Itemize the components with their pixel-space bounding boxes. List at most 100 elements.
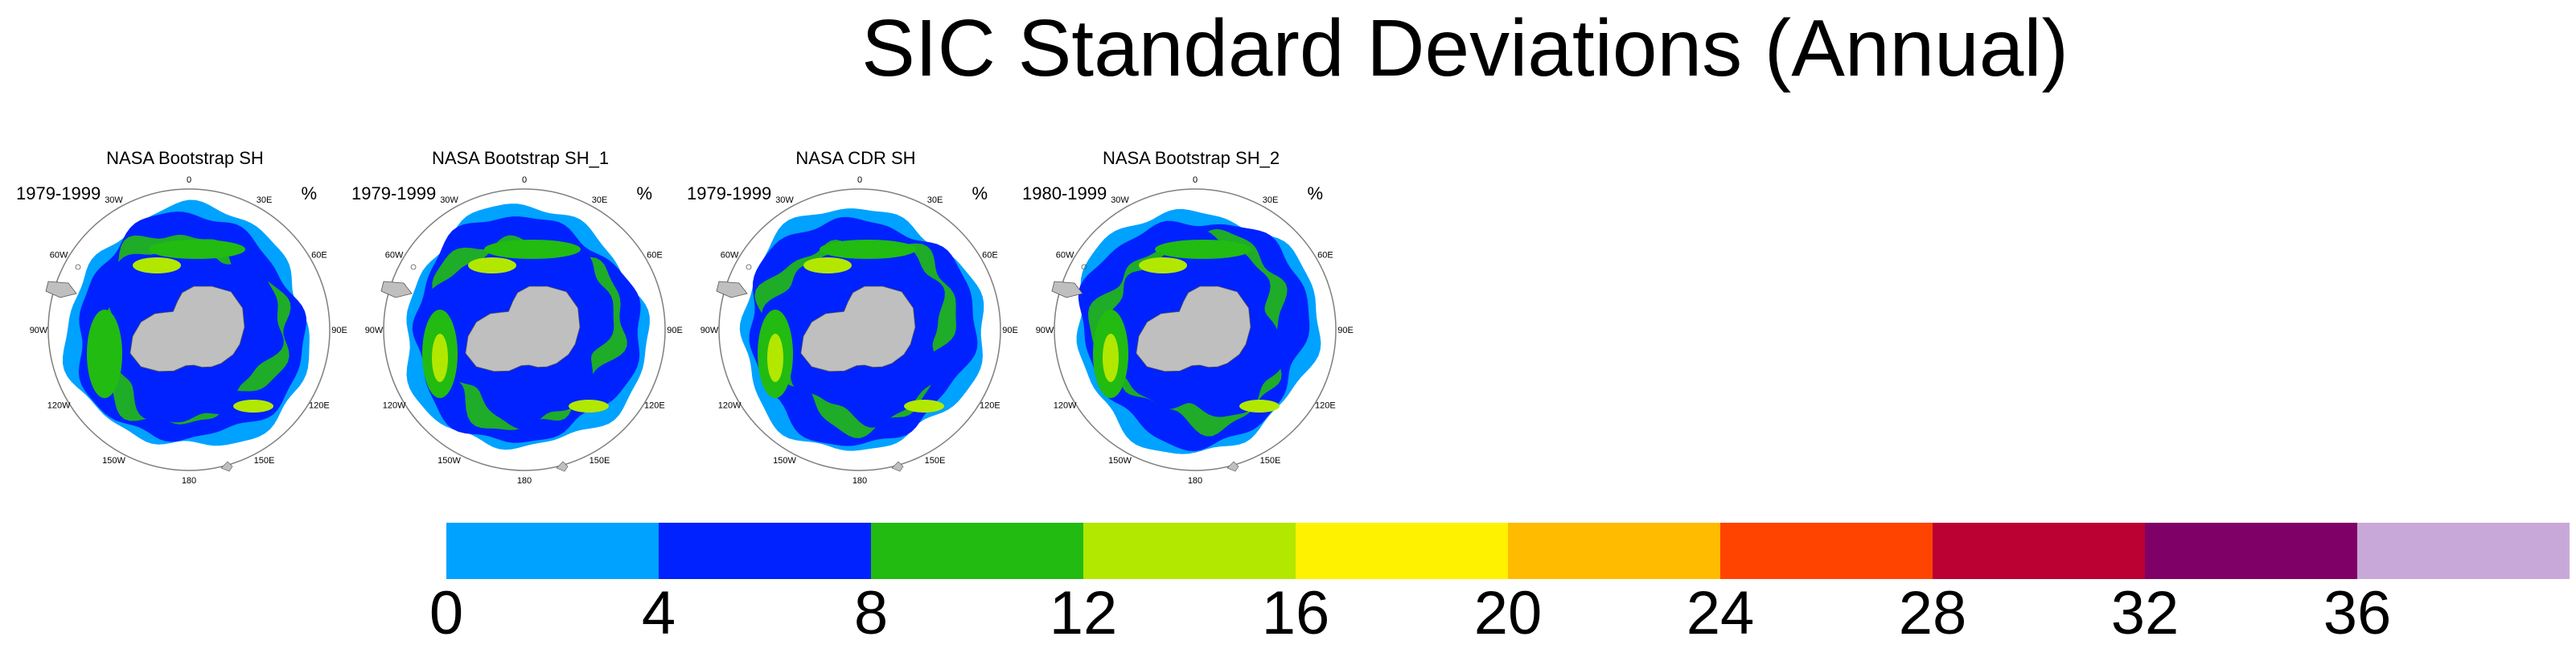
new-zealand-landmass [1226, 461, 1239, 472]
sic-patch-12-16 [97, 334, 113, 382]
longitude-label: 90E [1002, 326, 1018, 335]
longitude-label: 60E [1317, 251, 1333, 261]
longitude-label: 30E [257, 195, 273, 205]
colorbar-bin-32-36 [2145, 523, 2358, 579]
longitude-label: 60W [721, 251, 739, 261]
longitude-label: 90E [1337, 326, 1354, 335]
colorbar-tick-label: 24 [1686, 579, 1755, 647]
panel-unit: % [301, 183, 317, 203]
polar-map: 0 30E 60E 90E 120E 150E 180 150W 120W 90W 60W 30W [365, 175, 683, 486]
sic-patch-12-16 [1103, 334, 1119, 382]
longitude-label: 120E [644, 401, 665, 411]
map-panel: NASA Bootstrap SH_1 1979-1999% 0 30E 60E 90E 1… [351, 145, 689, 491]
colorbar-bin-4-8 [659, 523, 872, 579]
sic-patch-12-16 [1239, 400, 1280, 413]
antarctica-landmass [465, 285, 581, 372]
longitude-label: 0 [857, 175, 862, 185]
longitude-label: 120E [980, 401, 1000, 411]
longitude-label: 150W [438, 456, 461, 466]
colorbar-tick-label: 36 [2323, 579, 2392, 647]
longitude-label: 150E [590, 456, 610, 466]
longitude-label: 180 [517, 476, 532, 486]
longitude-label: 60E [982, 251, 998, 261]
panel-unit: % [636, 183, 652, 203]
polar-map: 0 30E 60E 90E 120E 150E 180 150W 120W 90W 60W 30W [30, 175, 347, 486]
longitude-label: 120E [1315, 401, 1336, 411]
longitude-label: 60W [1056, 251, 1074, 261]
longitude-label: 60E [311, 251, 327, 261]
longitude-label: 120W [383, 401, 406, 411]
new-zealand-landmass [891, 461, 904, 472]
panel-title: NASA CDR SH [795, 148, 916, 168]
new-zealand-landmass [556, 461, 569, 472]
longitude-label: 150W [1108, 456, 1132, 466]
colorbar-bin-20-24 [1508, 523, 1721, 579]
longitude-label: 0 [522, 175, 527, 185]
chart-title: SIC Standard Deviations (Annual) [861, 3, 2069, 93]
sic-patch-12-16 [1139, 257, 1187, 273]
longitude-label: 90W [700, 326, 719, 335]
longitude-label: 0 [1193, 175, 1198, 185]
longitude-label: 90E [331, 326, 347, 335]
south-america-landmass [380, 281, 413, 298]
longitude-label: 120W [718, 401, 742, 411]
antarctica-landmass [129, 285, 245, 372]
south-america-landmass [1051, 281, 1083, 298]
south-america-landmass [716, 281, 748, 298]
colorbar-bin-16-20 [1296, 523, 1509, 579]
sic-patch-12-16 [233, 400, 273, 413]
panel-period: 1979-1999 [16, 183, 101, 203]
longitude-label: 30W [1111, 195, 1129, 205]
colorbar-tick-label: 12 [1049, 579, 1118, 647]
map-panel: NASA CDR SH 1979-1999% 0 30E 60E 90E 120E 150E 1… [687, 145, 1025, 491]
colorbar-bin-12-16 [1083, 523, 1296, 579]
panel-period: 1980-1999 [1022, 183, 1107, 203]
colorbar-tick-label: 8 [853, 579, 889, 647]
map-panel: NASA Bootstrap SH_2 1980-1999% 0 30E 60E 90E 1… [1022, 145, 1360, 491]
longitude-label: 180 [182, 476, 196, 486]
sic-patch-12-16 [468, 257, 516, 273]
longitude-label: 120W [1054, 401, 1077, 411]
panel-period: 1979-1999 [687, 183, 772, 203]
sic-patch-12-16 [569, 400, 609, 413]
longitude-label: 150E [1260, 456, 1281, 466]
antarctica-landmass [800, 285, 916, 372]
colorbar [446, 523, 2570, 579]
colorbar-tick-label: 16 [1261, 579, 1330, 647]
sic-patch-12-16 [803, 257, 852, 273]
longitude-label: 90W [1036, 326, 1054, 335]
island-marker [1081, 264, 1087, 270]
colorbar-bin-0-4 [446, 523, 659, 579]
longitude-label: 120W [47, 401, 71, 411]
longitude-label: 0 [187, 175, 191, 185]
longitude-label: 90W [30, 326, 48, 335]
island-marker [746, 264, 752, 270]
colorbar-bin->36 [2357, 523, 2570, 579]
sic-patch-8-12 [149, 240, 245, 259]
colorbar-bin-24-28 [1720, 523, 1933, 579]
longitude-label: 60W [385, 251, 404, 261]
sic-patch-8-12 [820, 240, 916, 259]
polar-map: 0 30E 60E 90E 120E 150E 180 150W 120W 90W 60W 30W [700, 175, 1018, 486]
panel-unit: % [1307, 183, 1323, 203]
panel-unit: % [972, 183, 988, 203]
colorbar-tick-label: 32 [2110, 579, 2180, 647]
colorbar-bin-8-12 [871, 523, 1084, 579]
panel-period: 1979-1999 [351, 183, 437, 203]
longitude-label: 150E [254, 456, 275, 466]
colorbar-tick-label: 0 [429, 579, 464, 647]
map-panel: NASA Bootstrap SH 1979-1999% 0 30E 60E 90E 120… [16, 145, 354, 491]
longitude-label: 30W [440, 195, 458, 205]
longitude-label: 90W [365, 326, 384, 335]
longitude-label: 30E [1263, 195, 1279, 205]
colorbar-tick-label: 28 [1898, 579, 1967, 647]
longitude-label: 180 [1188, 476, 1202, 486]
longitude-label: 30W [775, 195, 794, 205]
sic-patch-12-16 [133, 257, 181, 273]
longitude-label: 180 [853, 476, 867, 486]
longitude-label: 120E [309, 401, 330, 411]
sic-patch-8-12 [1155, 240, 1251, 259]
panel-title: NASA Bootstrap SH [106, 148, 264, 168]
longitude-label: 150W [773, 456, 796, 466]
longitude-label: 30E [927, 195, 943, 205]
